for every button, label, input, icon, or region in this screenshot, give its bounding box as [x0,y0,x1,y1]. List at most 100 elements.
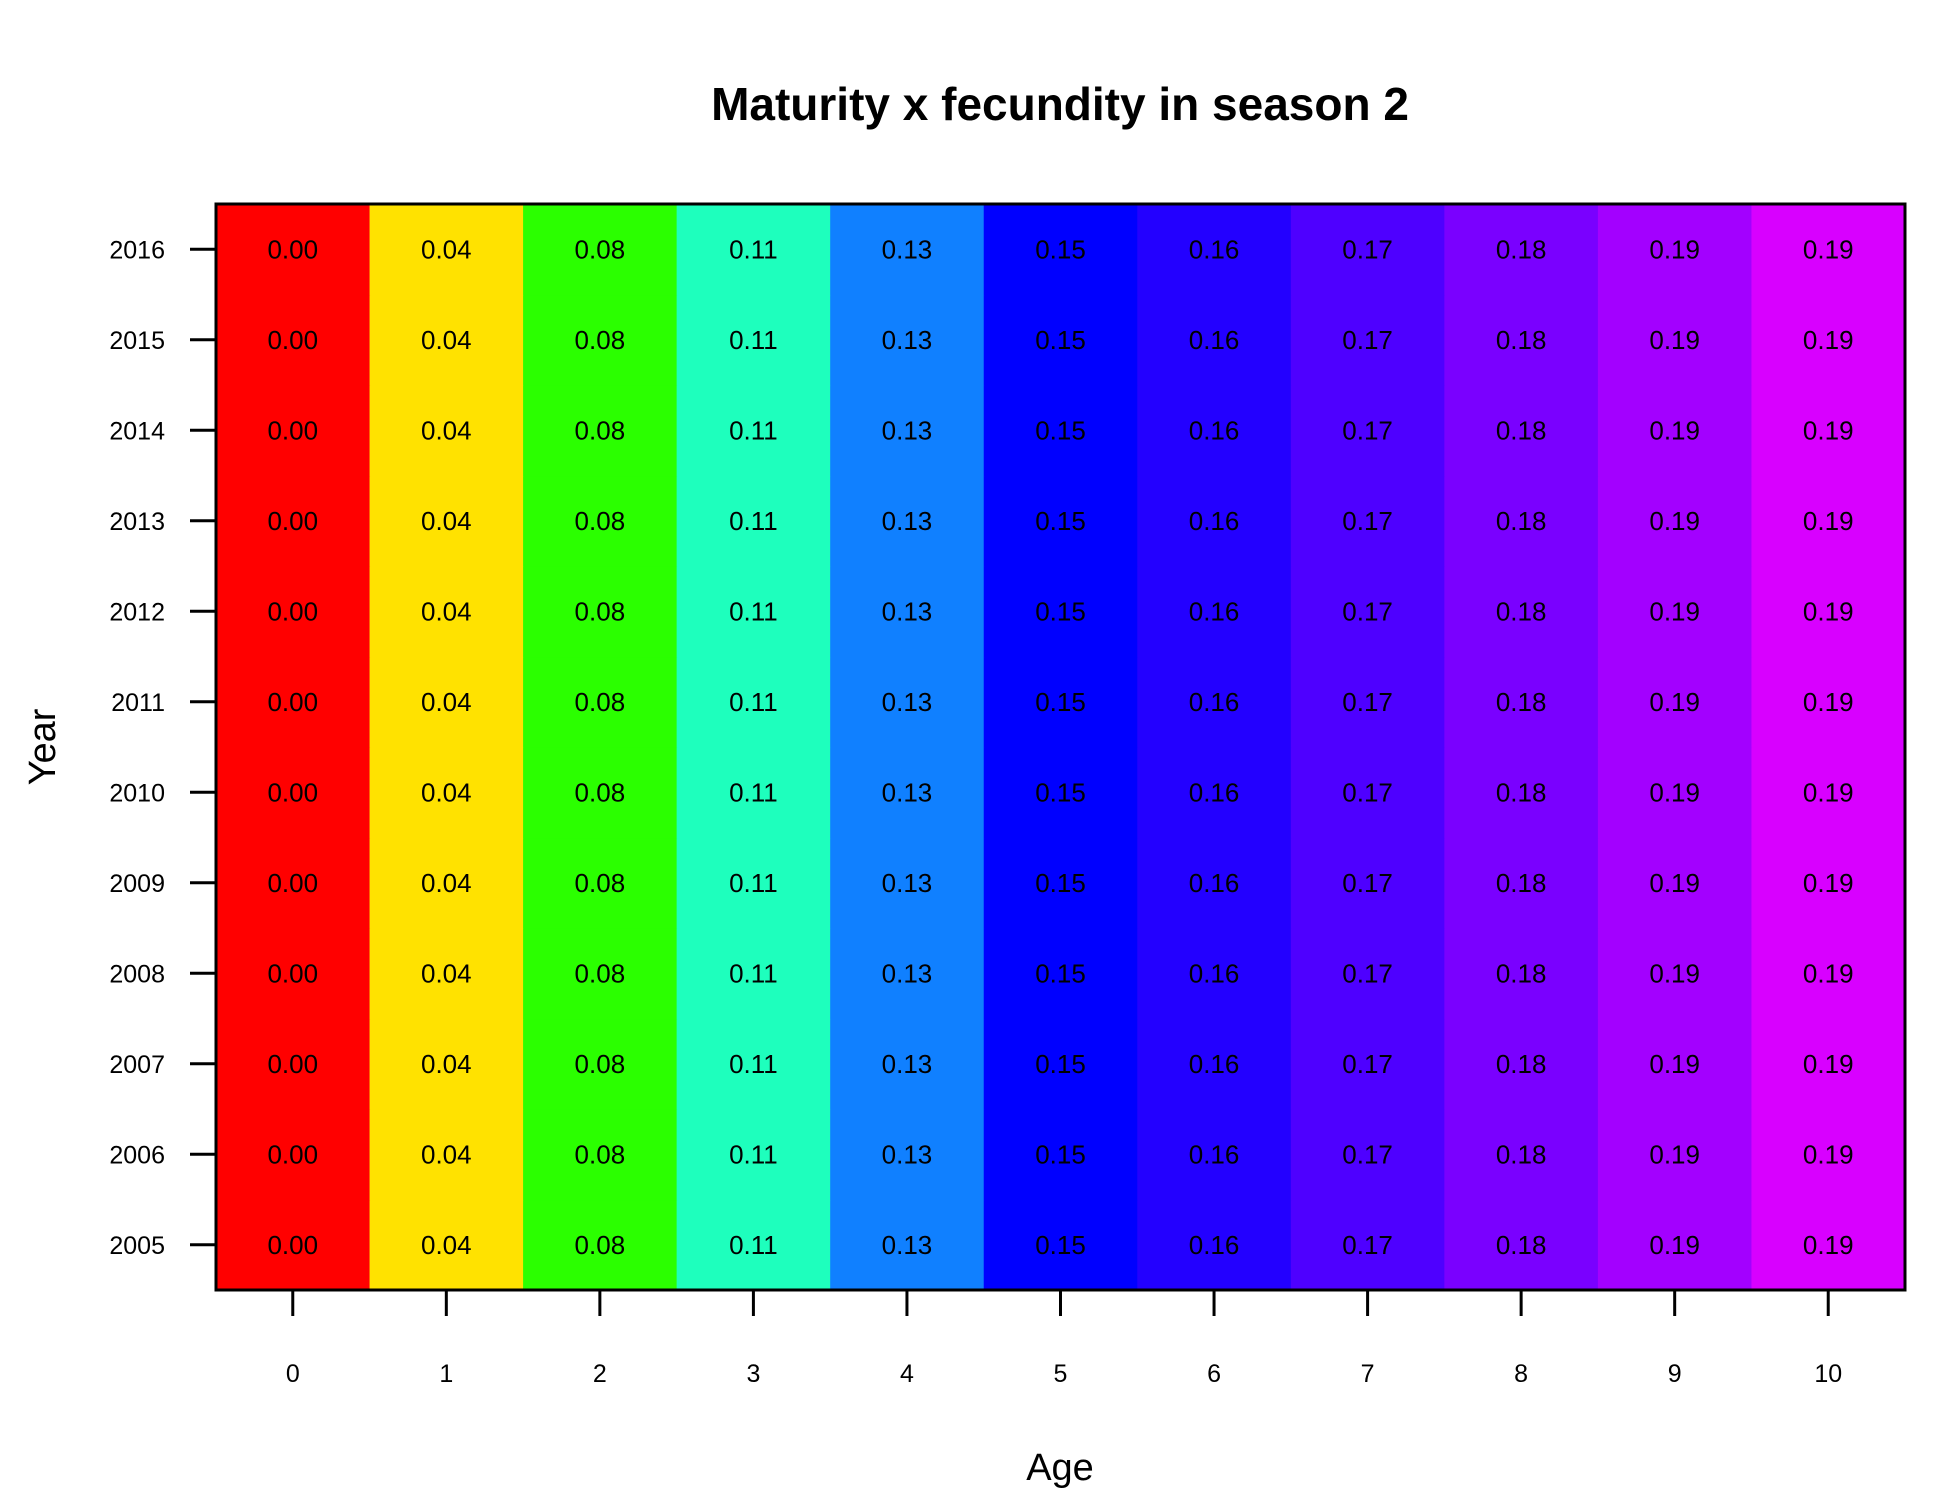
heatmap-cell [983,204,1138,296]
cell-value-label: 0.11 [729,1139,778,1169]
y-tick-label: 2005 [109,1232,165,1260]
heatmap-cell [1137,837,1292,929]
cell-value-label: 0.19 [1649,506,1700,536]
cell-value-label: 0.17 [1342,234,1393,264]
cell-value-label: 0.17 [1342,415,1393,445]
heatmap-cell [1444,1018,1599,1110]
cell-value-label: 0.00 [267,958,318,988]
heatmap-cell [1137,385,1292,477]
heatmap-cell [1137,656,1292,748]
x-tick-label: 4 [900,1360,914,1388]
y-tick-label: 2013 [109,508,165,536]
heatmap-cell [676,837,831,929]
cell-value-label: 0.16 [1189,1139,1240,1169]
heatmap-cell [1444,656,1599,748]
cell-value-label: 0.16 [1189,777,1240,807]
heatmap-cell [1597,385,1753,477]
cell-value-label: 0.04 [421,1139,472,1169]
cell-value-label: 0.11 [729,506,778,536]
cell-value-label: 0.18 [1496,777,1547,807]
heatmap-cells [216,204,1906,1291]
cell-value-label: 0.15 [1035,1139,1086,1169]
cell-value-label: 0.11 [729,325,778,355]
cell-value-label: 0.00 [267,1230,318,1260]
cell-value-label: 0.00 [267,506,318,536]
heatmap-cell [1597,747,1753,839]
y-tick-label: 2016 [109,236,165,264]
cell-value-label: 0.00 [267,687,318,717]
heatmap-cell [830,1199,985,1291]
heatmap-cell [830,837,985,929]
heatmap-cell [676,385,831,477]
cell-value-label: 0.15 [1035,1230,1086,1260]
heatmap-cell [1597,475,1753,567]
heatmap-cell [1597,656,1753,748]
heatmap-cell [830,294,985,386]
cell-value-label: 0.15 [1035,958,1086,988]
heatmap-cell [216,1199,371,1291]
cell-value-label: 0.13 [882,1049,933,1079]
heatmap-cell [1290,385,1445,477]
heatmap-cell [523,928,678,1020]
cell-value-label: 0.17 [1342,1049,1393,1079]
heatmap-cell [1137,1199,1292,1291]
heatmap-cell [369,747,524,839]
cell-value-label: 0.16 [1189,415,1240,445]
x-tick-label: 2 [593,1360,607,1388]
heatmap-cell [1137,204,1292,296]
heatmap-cell [1597,204,1753,296]
heatmap-cell [676,475,831,567]
cell-value-label: 0.19 [1803,1049,1854,1079]
heatmap-cell [676,566,831,658]
cell-value-label: 0.04 [421,958,472,988]
cell-value-label: 0.16 [1189,325,1240,355]
cell-value-label: 0.11 [729,596,778,626]
cell-value-label: 0.17 [1342,687,1393,717]
y-tick-label: 2007 [109,1051,165,1079]
heatmap-cell [1290,928,1445,1020]
cell-value-label: 0.04 [421,687,472,717]
cell-value-label: 0.00 [267,415,318,445]
cell-value-label: 0.16 [1189,596,1240,626]
heatmap-cell [1290,294,1445,386]
cell-value-label: 0.04 [421,868,472,898]
cell-value-label: 0.19 [1649,777,1700,807]
x-tick-label: 0 [286,1360,300,1388]
heatmap-cell [1137,475,1292,567]
cell-value-label: 0.00 [267,325,318,355]
cell-value-label: 0.04 [421,325,472,355]
cell-value-label: 0.15 [1035,325,1086,355]
cell-value-label: 0.16 [1189,1049,1240,1079]
heatmap-cell [1597,1199,1753,1291]
cell-value-label: 0.16 [1189,234,1240,264]
heatmap-cell [523,204,678,296]
cell-value-label: 0.16 [1189,958,1240,988]
heatmap-cell [676,928,831,1020]
cell-value-label: 0.08 [575,1049,626,1079]
cell-value-label: 0.13 [882,1139,933,1169]
cell-value-label: 0.04 [421,1230,472,1260]
heatmap-cell [216,204,371,296]
cell-value-label: 0.08 [575,1230,626,1260]
cell-value-label: 0.17 [1342,777,1393,807]
cell-value-label: 0.18 [1496,1049,1547,1079]
heatmap-cell [676,1018,831,1110]
heatmap-cell [1751,747,1906,839]
heatmap-cell [676,1109,831,1201]
cell-value-label: 0.04 [421,596,472,626]
heatmap-cell [1290,1199,1445,1291]
heatmap-cell [1290,1109,1445,1201]
cell-value-label: 0.19 [1803,596,1854,626]
heatmap-cell [523,837,678,929]
cell-value-label: 0.17 [1342,596,1393,626]
heatmap-cell [523,475,678,567]
cell-value-label: 0.08 [575,325,626,355]
cell-value-label: 0.19 [1803,506,1854,536]
cell-value-label: 0.19 [1803,1230,1854,1260]
cell-value-label: 0.15 [1035,506,1086,536]
cell-value-label: 0.19 [1649,868,1700,898]
cell-value-label: 0.18 [1496,325,1547,355]
x-tick-label: 5 [1054,1360,1068,1388]
heatmap-cell [983,1199,1138,1291]
